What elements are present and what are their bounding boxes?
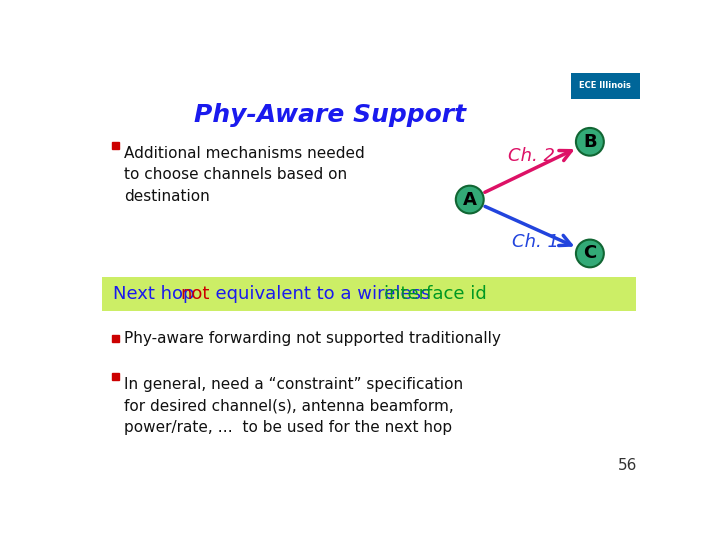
Text: Next hop: Next hop xyxy=(113,285,194,303)
Text: 56: 56 xyxy=(617,458,636,472)
Text: equivalent to a wireless: equivalent to a wireless xyxy=(204,285,436,303)
Text: Phy-Aware Support: Phy-Aware Support xyxy=(194,103,467,127)
Text: not: not xyxy=(181,285,210,303)
Bar xyxy=(112,373,119,380)
FancyBboxPatch shape xyxy=(102,276,636,311)
Text: ECE Illinois: ECE Illinois xyxy=(580,81,631,90)
Text: In general, need a “constraint” specification
for desired channel(s), antenna be: In general, need a “constraint” specific… xyxy=(124,377,463,435)
Circle shape xyxy=(576,128,604,156)
Circle shape xyxy=(456,186,484,213)
Text: C: C xyxy=(583,245,596,262)
Text: Phy-aware forwarding not supported traditionally: Phy-aware forwarding not supported tradi… xyxy=(124,330,501,346)
Text: Additional mechanisms needed
to choose channels based on
destination: Additional mechanisms needed to choose c… xyxy=(124,146,365,204)
Bar xyxy=(112,335,119,342)
Bar xyxy=(112,142,119,149)
FancyBboxPatch shape xyxy=(570,72,640,99)
Text: B: B xyxy=(583,133,597,151)
Text: A: A xyxy=(463,191,477,208)
Text: Ch. 2: Ch. 2 xyxy=(508,147,555,165)
Text: Ch. 1: Ch. 1 xyxy=(512,233,559,251)
Circle shape xyxy=(576,240,604,267)
Text: interface id: interface id xyxy=(384,285,486,303)
